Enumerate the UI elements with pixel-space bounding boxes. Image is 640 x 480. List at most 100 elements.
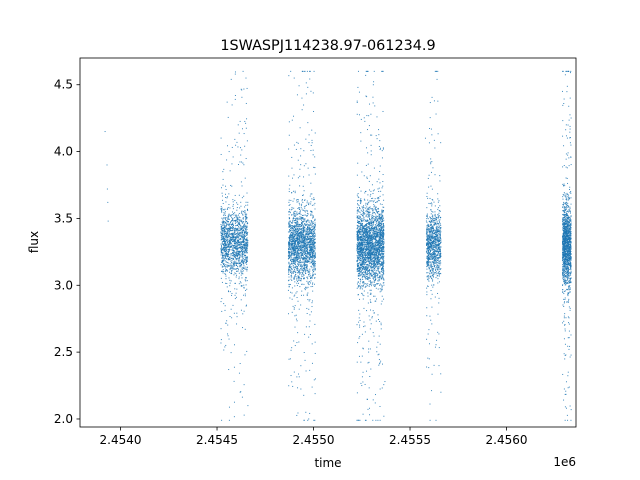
data-point (371, 234, 373, 236)
data-point (380, 231, 382, 233)
data-point (370, 154, 372, 156)
data-point (357, 245, 359, 247)
data-point (371, 267, 373, 269)
data-point (289, 230, 291, 232)
data-point (370, 218, 372, 220)
data-point (299, 272, 301, 274)
data-point (305, 242, 307, 244)
data-point (233, 380, 235, 382)
data-point (304, 235, 306, 237)
data-point (224, 245, 226, 247)
data-point (371, 197, 373, 199)
data-point (235, 276, 237, 278)
data-point (368, 241, 370, 243)
data-point (240, 235, 242, 237)
data-point (313, 230, 315, 232)
data-point (299, 260, 301, 262)
data-point (310, 229, 312, 231)
data-point (373, 257, 375, 259)
data-point (294, 278, 296, 280)
data-point (304, 207, 306, 209)
data-point (364, 419, 366, 421)
data-point (369, 284, 371, 286)
data-point (302, 221, 304, 223)
data-point (233, 254, 235, 256)
data-point (306, 261, 308, 263)
data-point (361, 376, 363, 378)
data-point (292, 221, 294, 223)
data-point (373, 277, 375, 279)
data-point (313, 241, 315, 243)
data-point (287, 289, 289, 291)
data-point (379, 260, 381, 262)
data-point (231, 270, 233, 272)
data-point (291, 235, 293, 237)
data-point (291, 247, 293, 249)
data-point (293, 271, 295, 273)
data-point (235, 241, 237, 243)
data-point (301, 261, 303, 263)
data-point (236, 253, 238, 255)
data-point (302, 195, 304, 197)
data-point (303, 274, 305, 276)
data-point (245, 239, 247, 241)
data-point (297, 238, 299, 240)
data-point (309, 235, 311, 237)
data-point (233, 255, 235, 257)
data-point (232, 232, 234, 234)
data-point (311, 221, 313, 223)
data-point (296, 230, 298, 232)
data-point (242, 267, 244, 269)
data-point (293, 257, 295, 259)
data-point (294, 251, 296, 253)
data-point (291, 252, 293, 254)
data-point (223, 249, 225, 251)
data-point (294, 225, 296, 227)
data-point (229, 271, 231, 273)
data-point (297, 300, 299, 302)
data-point (363, 207, 365, 209)
data-point (373, 236, 375, 238)
data-point (314, 242, 316, 244)
data-point (312, 215, 314, 217)
data-point (301, 261, 303, 263)
data-point (238, 262, 240, 264)
data-point (372, 419, 374, 421)
data-point (242, 255, 244, 257)
data-point (375, 238, 377, 240)
data-point (300, 278, 302, 280)
data-point (306, 232, 308, 234)
data-point (229, 263, 231, 265)
data-point (297, 244, 299, 246)
data-point (228, 235, 230, 237)
data-point (363, 247, 365, 249)
data-point (310, 201, 312, 203)
data-point (227, 229, 229, 231)
data-point (297, 387, 299, 389)
data-point (301, 222, 303, 224)
data-point (306, 228, 308, 230)
data-point (244, 233, 246, 235)
data-point (244, 279, 246, 281)
data-point (378, 229, 380, 231)
data-point (238, 194, 240, 196)
data-point (224, 193, 226, 195)
data-point (238, 241, 240, 243)
data-point (292, 237, 294, 239)
data-point (314, 256, 316, 258)
data-point (294, 232, 296, 234)
data-point (221, 210, 223, 212)
data-point (300, 262, 302, 264)
data-point (291, 311, 293, 313)
data-point (367, 210, 369, 212)
data-point (311, 283, 313, 285)
data-point (246, 251, 248, 253)
data-point (309, 247, 311, 249)
data-point (237, 232, 239, 234)
data-point (246, 261, 248, 263)
data-point (370, 200, 372, 202)
data-point (240, 225, 242, 227)
data-point (223, 258, 225, 260)
data-point (230, 221, 232, 223)
data-point (292, 234, 294, 236)
